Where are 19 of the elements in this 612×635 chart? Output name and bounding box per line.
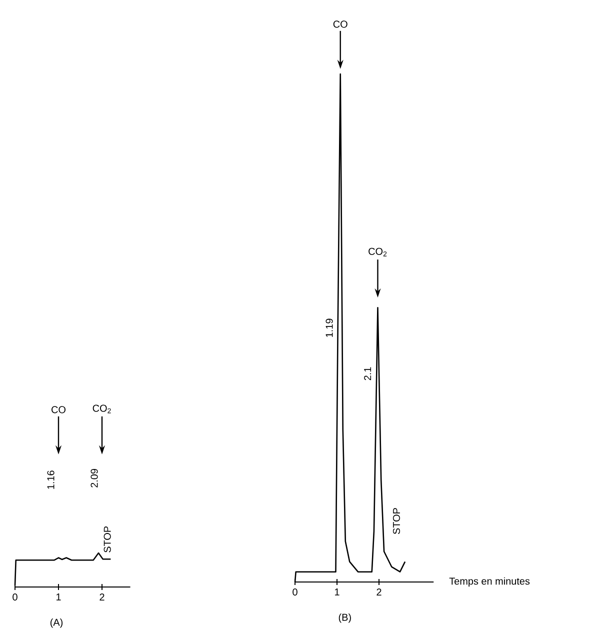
annotation: STOP — [392, 508, 400, 534]
x-tick-label: 0 — [292, 588, 298, 596]
text: (B) — [338, 614, 351, 623]
text: STOP — [104, 526, 111, 552]
x-tick-label: 1 — [335, 588, 340, 596]
x-axis-title: Temps en minutes — [449, 577, 530, 587]
text: CO — [52, 406, 66, 414]
text: 2.09 — [90, 468, 98, 488]
annotation: 1.19 — [326, 318, 333, 337]
text: CO — [333, 20, 348, 28]
annotation: CO$_{2}$ — [368, 248, 387, 256]
x-tick-label: 2 — [100, 594, 104, 600]
x-tick-label: 0 — [12, 594, 18, 601]
text: (A) — [50, 618, 63, 628]
text: CO$_{2}$ — [92, 404, 111, 414]
x-tick-label: 2 — [376, 588, 382, 596]
text: 1.16 — [47, 470, 54, 489]
x-tick-label: 1 — [56, 594, 61, 600]
annotation: 2.1 — [364, 367, 372, 380]
